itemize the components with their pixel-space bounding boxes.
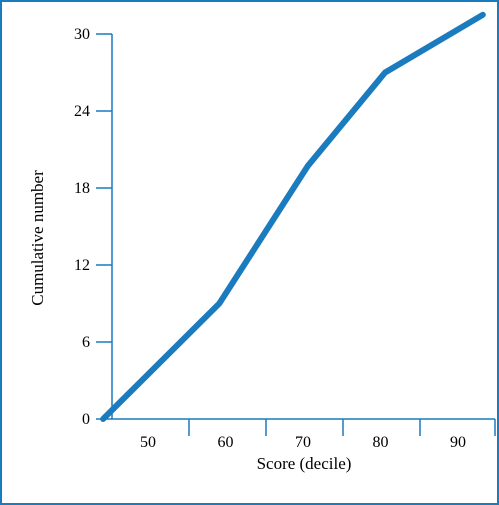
- y-tick-label-24: 24: [74, 103, 90, 120]
- x-tick-label-50: 50: [140, 434, 156, 451]
- x-tick-label-90: 90: [450, 434, 466, 451]
- y-tick-label-18: 18: [74, 180, 90, 197]
- x-tick-label-60: 60: [218, 434, 234, 451]
- axes: [111, 34, 495, 420]
- ticks: [96, 33, 496, 436]
- y-tick-label-6: 6: [82, 334, 90, 351]
- series: [100, 11, 486, 422]
- y-tick-label-0: 0: [82, 411, 90, 428]
- series-line-1: [100, 11, 486, 422]
- y-axis-title: Cumulative number: [28, 170, 47, 306]
- x-axis-title: Score (decile): [257, 454, 352, 473]
- y-tick-label-30: 30: [74, 26, 90, 43]
- x-tick-label-80: 80: [373, 434, 389, 451]
- y-tick-label-12: 12: [74, 257, 90, 274]
- tick-labels: 0 6 12 18 24 30 50 60 70 80 90: [74, 26, 466, 451]
- x-tick-label-70: 70: [295, 434, 311, 451]
